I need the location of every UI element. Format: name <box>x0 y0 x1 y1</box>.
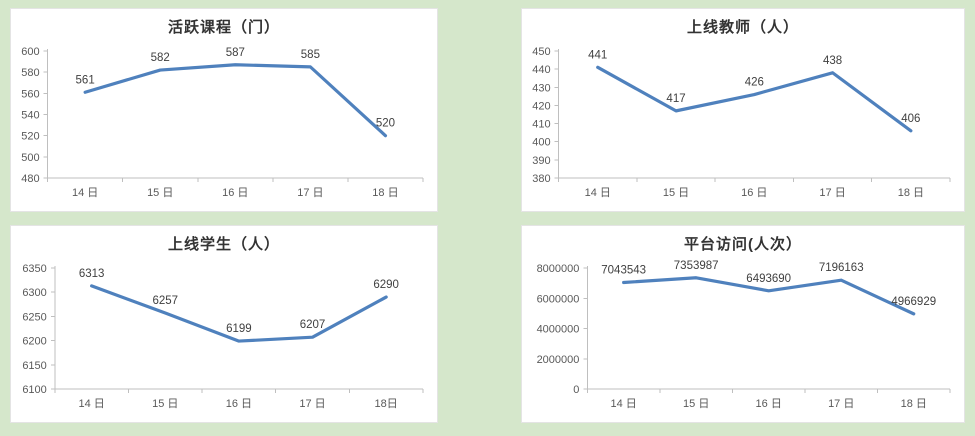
svg-text:18 日: 18 日 <box>898 187 924 199</box>
svg-text:410: 410 <box>532 119 550 131</box>
svg-text:17 日: 17 日 <box>828 398 854 410</box>
svg-text:6100: 6100 <box>22 384 46 396</box>
svg-text:430: 430 <box>532 82 550 94</box>
svg-text:587: 587 <box>226 47 245 59</box>
x-axis-labels: 14 日 15 日 16 日 17 日 18 日 <box>72 187 399 199</box>
svg-text:6250: 6250 <box>22 311 46 323</box>
chart-title-platform-visits: 平台访问(人次） <box>684 236 802 253</box>
x-axis-labels: 14 日 15 日 16 日 17 日 18 日 <box>585 187 924 199</box>
axes <box>43 49 424 182</box>
svg-text:582: 582 <box>151 52 170 64</box>
chart-title-online-students: 上线学生（人） <box>167 236 280 253</box>
data-labels: 441 417 426 438 406 <box>588 49 920 125</box>
svg-text:6350: 6350 <box>22 263 46 275</box>
svg-text:440: 440 <box>532 64 550 76</box>
series-line <box>83 63 388 138</box>
svg-text:14 日: 14 日 <box>78 398 104 410</box>
svg-text:450: 450 <box>532 46 550 58</box>
svg-text:14 日: 14 日 <box>585 187 611 199</box>
svg-text:438: 438 <box>823 55 842 67</box>
svg-text:561: 561 <box>76 74 95 86</box>
svg-text:540: 540 <box>21 110 39 122</box>
svg-text:4000000: 4000000 <box>537 324 580 336</box>
svg-text:17 日: 17 日 <box>819 187 845 199</box>
svg-text:6200: 6200 <box>22 336 46 348</box>
data-labels: 6313 6257 6199 6207 6290 <box>79 268 399 335</box>
data-labels: 7043543 7353987 6493690 7196163 4966929 <box>601 260 936 308</box>
svg-text:6000000: 6000000 <box>537 293 580 305</box>
axes <box>554 49 951 182</box>
svg-text:14 日: 14 日 <box>611 398 637 410</box>
svg-text:6207: 6207 <box>300 319 326 331</box>
svg-text:441: 441 <box>588 49 607 61</box>
y-axis-labels: 380 390 400 410 420 430 440 450 <box>532 46 550 185</box>
svg-text:500: 500 <box>21 152 39 164</box>
svg-text:400: 400 <box>532 137 550 149</box>
svg-text:18 日: 18 日 <box>372 187 398 199</box>
svg-text:15 日: 15 日 <box>147 187 173 199</box>
svg-text:390: 390 <box>532 155 550 167</box>
svg-text:6199: 6199 <box>226 323 252 335</box>
svg-text:380: 380 <box>532 173 550 185</box>
svg-text:560: 560 <box>21 88 39 100</box>
data-labels: 561 582 587 585 520 <box>76 47 396 130</box>
svg-text:16 日: 16 日 <box>222 187 248 199</box>
chart-title-active-courses: 活跃课程（门） <box>167 19 280 36</box>
svg-text:7196163: 7196163 <box>819 262 864 274</box>
svg-text:6290: 6290 <box>373 279 399 291</box>
chart-panel-active-courses: 活跃课程（门） 480 500 520 540 560 580 600 14 日 15 日 16 … <box>10 8 438 212</box>
series-line <box>90 284 388 343</box>
y-axis-labels: 6100 6150 6200 6250 6300 6350 <box>22 263 46 396</box>
svg-text:520: 520 <box>376 118 395 130</box>
svg-text:580: 580 <box>21 67 39 79</box>
svg-text:6493690: 6493690 <box>746 273 791 285</box>
svg-text:18日: 18日 <box>375 398 398 410</box>
svg-text:4966929: 4966929 <box>891 296 936 308</box>
svg-text:16 日: 16 日 <box>756 398 782 410</box>
x-axis-labels: 14 日 15 日 16 日 17 日 18日 <box>78 398 397 410</box>
svg-text:15 日: 15 日 <box>663 187 689 199</box>
svg-text:600: 600 <box>21 46 39 58</box>
svg-text:6150: 6150 <box>22 360 46 372</box>
svg-text:15 日: 15 日 <box>152 398 178 410</box>
axes <box>583 266 951 393</box>
series-line <box>622 276 916 316</box>
svg-text:420: 420 <box>532 100 550 112</box>
svg-text:406: 406 <box>901 113 920 125</box>
svg-text:2000000: 2000000 <box>537 354 580 366</box>
svg-text:585: 585 <box>301 49 320 61</box>
svg-text:14 日: 14 日 <box>72 187 98 199</box>
svg-text:7043543: 7043543 <box>601 264 646 276</box>
svg-text:8000000: 8000000 <box>537 263 580 275</box>
svg-text:16 日: 16 日 <box>741 187 767 199</box>
svg-text:17 日: 17 日 <box>299 398 325 410</box>
y-axis-labels: 0 2000000 4000000 6000000 8000000 <box>537 263 580 396</box>
axes <box>50 266 424 393</box>
chart-panel-platform-visits: 平台访问(人次） 0 2000000 4000000 6000000 8000000 14… <box>521 225 965 423</box>
series-line <box>596 65 913 133</box>
svg-text:6257: 6257 <box>152 295 178 307</box>
line-chart-online-teachers: 380 390 400 410 420 430 440 450 14 日 15 日 16 日 17 日… <box>532 46 951 199</box>
chart-panel-online-students: 上线学生（人） 6100 6150 6200 6250 6300 6350 14 日 15 日… <box>10 225 438 423</box>
svg-text:480: 480 <box>21 173 39 185</box>
svg-text:16 日: 16 日 <box>226 398 252 410</box>
line-chart-active-courses: 480 500 520 540 560 580 600 14 日 15 日 16 日 17 日 18 … <box>21 46 424 199</box>
chart-panel-online-teachers: 上线教师（人） 380 390 400 410 420 430 440 450 14 日 15 日… <box>521 8 965 212</box>
y-axis-labels: 480 500 520 540 560 580 600 <box>21 46 39 185</box>
line-chart-platform-visits: 0 2000000 4000000 6000000 8000000 14 日 15 日 16 … <box>537 260 951 410</box>
svg-text:18 日: 18 日 <box>901 398 927 410</box>
svg-text:417: 417 <box>666 93 685 105</box>
svg-text:15 日: 15 日 <box>683 398 709 410</box>
svg-text:6313: 6313 <box>79 268 105 280</box>
svg-text:7353987: 7353987 <box>674 260 719 272</box>
svg-text:426: 426 <box>745 77 764 89</box>
line-chart-online-students: 6100 6150 6200 6250 6300 6350 14 日 15 日 16 日 17 日… <box>22 263 424 410</box>
svg-text:520: 520 <box>21 131 39 143</box>
x-axis-labels: 14 日 15 日 16 日 17 日 18 日 <box>611 398 927 410</box>
svg-text:6300: 6300 <box>22 287 46 299</box>
chart-title-online-teachers: 上线教师（人） <box>686 19 799 36</box>
svg-text:17 日: 17 日 <box>297 187 323 199</box>
svg-text:0: 0 <box>573 384 579 396</box>
